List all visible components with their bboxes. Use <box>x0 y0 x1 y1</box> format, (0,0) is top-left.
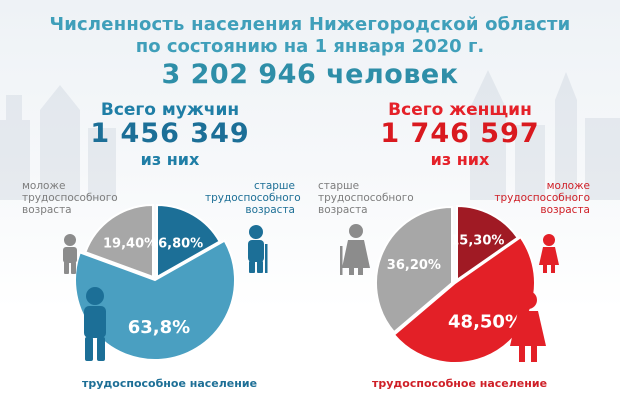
men-older-caption: старше трудоспособного возраста <box>205 180 301 216</box>
women-pie-chart: 15,30% 48,50% 36,20% <box>375 204 536 364</box>
women-slice-2 <box>375 205 453 334</box>
women-younger-caption-line: возраста <box>540 204 590 216</box>
women-slice-0 <box>456 204 520 282</box>
women-older-caption-line: старше <box>318 180 360 192</box>
men-older-caption-line: возраста <box>245 204 295 216</box>
woman-icon <box>510 291 546 362</box>
men-slice-label-1: 63,8% <box>128 317 190 338</box>
women-younger-caption: моложе трудоспособного возраста <box>490 180 590 216</box>
men-older-caption-line: трудоспособного <box>205 192 301 204</box>
men-count: 1 456 349 <box>90 118 250 149</box>
women-slice-label-0: 15,30% <box>450 233 504 248</box>
men-younger-caption-line: моложе <box>22 180 66 192</box>
women-younger-caption-line: трудоспособного <box>494 192 590 204</box>
men-slice-label-2: 19,40% <box>103 237 157 252</box>
men-younger-caption-line: трудоспособного <box>22 192 118 204</box>
city-background-image <box>0 70 620 200</box>
title-line-1: Численность населения Нижегородской обла… <box>49 14 571 35</box>
men-slice-label-0: 16,80% <box>149 237 203 252</box>
men-younger-caption-line: возраста <box>22 204 72 216</box>
men-slice-0 <box>156 203 222 279</box>
women-younger-caption-line: моложе <box>546 180 590 192</box>
women-slice-label-1: 48,50% <box>448 312 523 333</box>
women-older-caption-line: трудоспособного <box>318 192 414 204</box>
women-slice-1 <box>392 235 536 364</box>
women-of-them: из них <box>430 150 490 169</box>
men-slice-2 <box>84 203 154 279</box>
total-population: 3 202 946 человек <box>161 59 459 90</box>
old-man-icon <box>248 225 268 273</box>
men-slice-1 <box>74 239 236 361</box>
men-pie-chart: 16,80% 63,8% 19,40% <box>74 203 236 361</box>
men-working-caption: трудоспособное население <box>82 377 258 390</box>
old-woman-icon <box>340 224 370 275</box>
women-heading: Всего женщин <box>388 100 532 120</box>
women-older-caption-line: возраста <box>318 204 368 216</box>
women-slice-label-2: 36,20% <box>387 258 441 273</box>
girl-icon <box>539 234 559 273</box>
women-older-caption: старше трудоспособного возраста <box>318 180 414 216</box>
man-icon <box>84 287 106 361</box>
men-younger-caption: моложе трудоспособного возраста <box>22 180 118 216</box>
men-of-them: из них <box>140 150 200 169</box>
women-count: 1 746 597 <box>380 118 540 149</box>
title-line-2: по состоянию на 1 января 2020 г. <box>135 36 485 57</box>
boy-icon <box>63 234 77 274</box>
men-heading: Всего мужчин <box>100 100 240 120</box>
men-older-caption-line: старше <box>253 180 295 192</box>
women-working-caption: трудоспособное население <box>372 377 548 390</box>
